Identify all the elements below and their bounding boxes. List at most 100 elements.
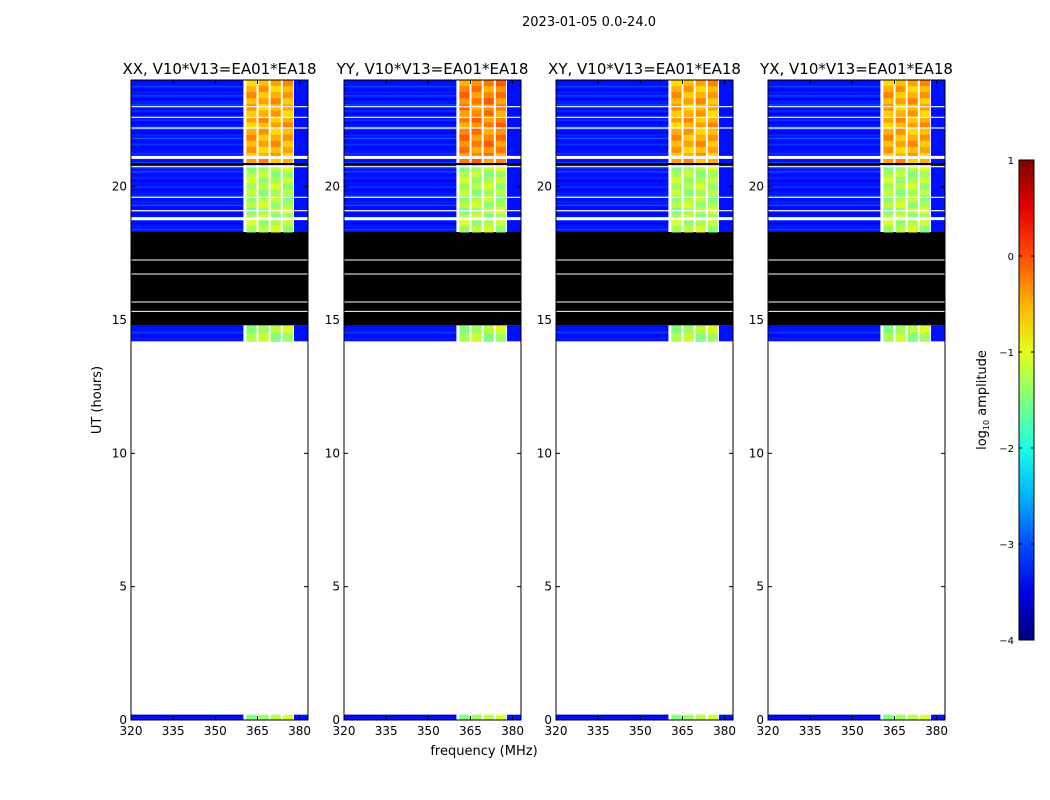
high-band-cell (707, 333, 718, 342)
low-band-cell (506, 714, 521, 720)
high-band-cell (471, 177, 482, 184)
low-band-row (131, 80, 244, 82)
high-band-cell (883, 98, 894, 105)
high-band-cell (471, 189, 482, 197)
y-tick-label: 20 (749, 180, 764, 194)
y-tick-label: 20 (537, 180, 552, 194)
low-band-cell (131, 714, 244, 720)
high-band-cell (258, 86, 269, 93)
high-band-cell (695, 189, 706, 197)
high-band-cell (270, 201, 281, 209)
low-band-row (131, 198, 244, 200)
high-band-cell (459, 80, 470, 87)
high-band-cell (258, 134, 269, 142)
high-band-cell (671, 92, 682, 99)
low-band-row (768, 174, 881, 176)
low-band-cell (293, 714, 308, 720)
low-band-row (768, 168, 881, 170)
high-band-cell (695, 128, 706, 136)
high-band-cell (459, 98, 470, 105)
low-band-row (344, 119, 457, 121)
high-band-cell (883, 325, 894, 334)
high-band-cell (471, 333, 482, 342)
low-band-row (768, 331, 881, 334)
low-band-row (556, 113, 669, 115)
low-band-row (344, 113, 457, 115)
low-band-row (768, 162, 881, 164)
low-band-row (131, 331, 244, 334)
high-band-cell (919, 92, 930, 99)
low-band-row (344, 174, 457, 176)
high-band-cell (683, 98, 694, 105)
high-band-cell (895, 80, 906, 87)
high-band-cell (707, 219, 718, 227)
low-band-row (131, 152, 244, 155)
low-band-row (344, 189, 457, 191)
low-band-row (131, 222, 244, 225)
low-band-row (556, 177, 669, 179)
high-band-cell (459, 86, 470, 93)
high-band-cell (483, 171, 494, 178)
high-band-cell (695, 201, 706, 209)
low-band-row (768, 328, 881, 330)
high-band-cell (246, 183, 257, 190)
high-band-cell (919, 165, 930, 172)
high-band-cell (907, 110, 918, 117)
low-band-row (131, 101, 244, 103)
high-band-cell (907, 213, 918, 221)
low-band-row (556, 104, 669, 106)
high-band-cell (495, 714, 506, 721)
high-band-cell (919, 122, 930, 130)
high-band-cell (483, 146, 494, 154)
low-band-row (768, 104, 881, 106)
high-band-cell (258, 92, 269, 99)
high-band-cell (471, 171, 482, 178)
x-tick-label: 380 (288, 724, 311, 738)
low-band-row (768, 334, 881, 337)
low-band-row (768, 171, 881, 173)
high-band-cell (495, 80, 506, 87)
high-band-cell (471, 128, 482, 136)
plot-frame (343, 79, 522, 721)
high-band-cell (282, 714, 293, 721)
high-band-cell (883, 195, 894, 203)
high-band-cell (695, 146, 706, 154)
high-band-cell (907, 140, 918, 148)
high-band-cell (246, 98, 257, 105)
low-band-row (768, 714, 881, 717)
colorbar-tick-label: −1 (999, 348, 1014, 359)
high-band-cell (683, 225, 694, 233)
high-band-cell (683, 146, 694, 154)
high-band-cell (907, 80, 918, 87)
low-band-row (556, 122, 669, 124)
high-band-cell (471, 325, 482, 334)
high-band-cell (483, 189, 494, 197)
high-band-cell (671, 219, 682, 227)
low-band-row (556, 143, 669, 146)
high-band-cell (483, 225, 494, 233)
low-band-row (556, 137, 669, 139)
high-band-cell (895, 213, 906, 221)
high-band-cell (282, 80, 293, 87)
high-band-cell (683, 201, 694, 209)
high-band-cell (471, 219, 482, 227)
high-band-cell (246, 159, 257, 166)
high-band-cell (671, 333, 682, 342)
high-band-cell (907, 714, 918, 721)
low-band-row (768, 189, 881, 191)
low-band-row (344, 128, 457, 130)
low-band-row (556, 92, 669, 94)
high-band-cell (695, 165, 706, 172)
high-band-cell (270, 98, 281, 105)
high-band-cell (671, 213, 682, 221)
low-band-cell (718, 714, 733, 720)
high-band-cell (671, 225, 682, 233)
high-band-cell (258, 98, 269, 105)
x-tick-label: 335 (162, 724, 185, 738)
high-band-cell (483, 325, 494, 334)
high-band-cell (270, 140, 281, 148)
high-band-cell (695, 177, 706, 184)
high-band-cell (907, 177, 918, 184)
high-band-cell (895, 92, 906, 99)
x-tick-label: 365 (671, 724, 694, 738)
